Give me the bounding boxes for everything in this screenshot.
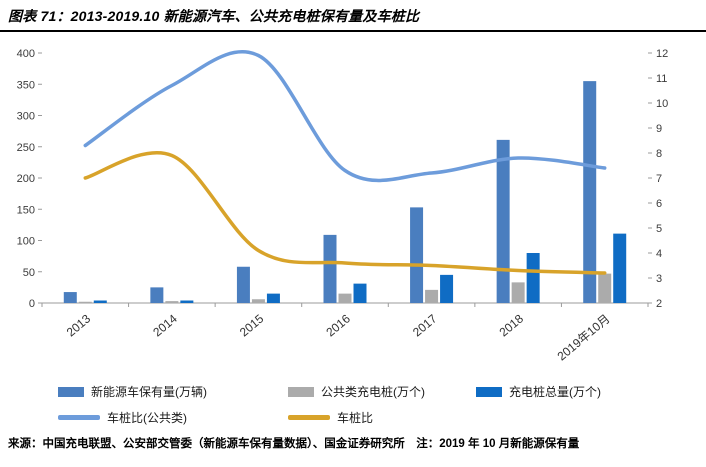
legend-row-bars: 新能源车保有量(万辆) 公共类充电桩(万个) 充电桩总量(万个) [58,383,706,400]
legend-label: 车桩比(公共类) [107,411,187,425]
right-axis-label: 5 [656,223,662,235]
chart-area: 0 50 100 150 200 250 300 350 400 2 3 4 5 6 7 8 9 10 11 12 20… [0,34,706,379]
bar-segment [425,289,439,303]
chart-legend: 新能源车保有量(万辆) 公共类充电桩(万个) 充电桩总量(万个) 车桩比(公共类… [0,379,706,426]
legend-item-total-pile: 充电桩总量(万个) [476,383,601,400]
public-ratio-line-swatch-icon [58,415,100,420]
right-axis-label: 3 [656,273,662,285]
x-axis-label: 2017 [410,311,440,339]
bar-segment [150,287,164,303]
x-axis-label: 2018 [497,311,527,339]
bar-segment [496,139,510,303]
bar-segment [338,293,352,303]
right-axis-label: 7 [656,173,662,185]
bar-segment [353,283,367,303]
bar-segment [323,234,337,303]
x-axis-label: 2016 [323,311,353,339]
chart-header: 图表 71：2013-2019.10 新能源汽车、公共充电桩保有量及车桩比 [0,0,706,32]
x-axis-label: 2019年10月 [555,312,613,364]
right-axis-label: 8 [656,148,662,160]
x-axis-label: 2013 [64,311,94,339]
right-axis-label: 12 [656,48,668,60]
right-axis-label: 2 [656,298,662,310]
right-axis-label: 4 [656,248,662,260]
bar-segment [165,301,179,303]
combo-chart-svg: 0 50 100 150 200 250 300 350 400 2 3 4 5 6 7 8 9 10 11 12 20… [17,48,669,364]
bar-segment [251,299,265,303]
x-axis-label: 2015 [237,311,267,339]
bar-segment [266,293,280,303]
left-axis-label: 300 [17,111,35,123]
left-axis-label: 200 [17,173,35,185]
legend-label: 新能源车保有量(万辆) [91,385,207,399]
right-axis-label: 11 [656,73,667,85]
public-pile-bar-swatch-icon [288,386,314,397]
bar-segment [78,301,92,303]
nev-bar-swatch-icon [58,386,84,397]
left-axis-label: 0 [29,298,35,310]
line-series [83,151,607,275]
legend-row-lines: 车桩比(公共类) 车桩比 [58,409,706,426]
total-pile-bar-swatch-icon [476,386,502,397]
legend-item-public-pile: 公共类充电桩(万个) [288,383,476,400]
right-axis-label: 10 [656,98,668,110]
legend-item-nev: 新能源车保有量(万辆) [58,383,288,400]
ratio-line-swatch-icon [288,415,330,420]
bar-segment [526,253,540,303]
bar-segment [511,282,525,303]
legend-item-public-ratio: 车桩比(公共类) [58,409,288,426]
source-note: 来源：中国充电联盟、公安部交管委（新能源车保有量数据）、国金证券研究所 注：20… [8,438,580,450]
legend-label: 车桩比 [337,411,374,425]
bar-segment [598,273,612,303]
left-axis-label: 100 [17,236,35,248]
bar-segment [236,266,250,303]
left-axis-label: 350 [17,79,35,91]
left-axis-label: 400 [17,48,35,60]
x-axis-label: 2014 [150,311,180,339]
legend-label: 充电桩总量(万个) [509,385,601,399]
bar-segment [440,274,454,303]
bar-segment [583,81,597,303]
right-axis-label: 9 [656,123,662,135]
page-title: 图表 71：2013-2019.10 新能源汽车、公共充电桩保有量及车桩比 [8,8,420,24]
right-axis-label: 6 [656,198,662,210]
legend-label: 公共类充电桩(万个) [321,385,425,399]
bar-segment [63,292,77,303]
line-series [83,49,607,183]
bar-segment [93,300,107,303]
left-axis-label: 150 [17,204,35,216]
left-axis-label: 50 [23,267,35,279]
left-axis-label: 250 [17,142,35,154]
legend-item-ratio: 车桩比 [288,409,373,426]
bar-segment [613,233,627,303]
bar-segment [180,300,194,303]
bar-segment [410,207,424,303]
